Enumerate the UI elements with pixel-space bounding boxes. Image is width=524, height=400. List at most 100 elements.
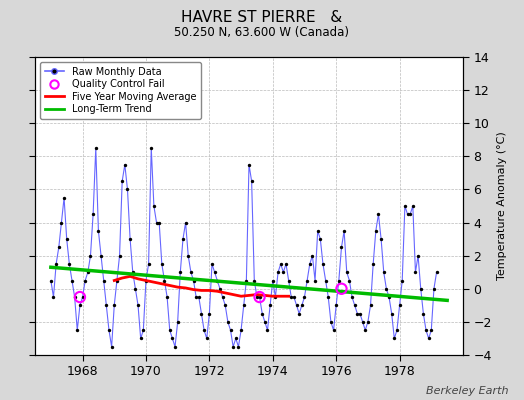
Point: [274, 269, 282, 276]
Point: [171, 344, 179, 350]
Point: [369, 261, 377, 267]
Point: [406, 211, 414, 218]
Point: [211, 269, 219, 276]
Text: 50.250 N, 63.600 W (Canada): 50.250 N, 63.600 W (Canada): [174, 26, 350, 39]
Point: [139, 327, 148, 333]
Point: [163, 294, 171, 300]
Point: [424, 335, 433, 342]
Point: [271, 294, 280, 300]
Point: [136, 335, 145, 342]
Point: [245, 162, 253, 168]
Point: [158, 261, 166, 267]
Point: [145, 261, 153, 267]
Point: [287, 294, 296, 300]
Point: [358, 319, 367, 325]
Point: [181, 219, 190, 226]
Point: [213, 277, 222, 284]
Point: [398, 277, 407, 284]
Point: [86, 252, 95, 259]
Point: [107, 344, 116, 350]
Point: [128, 269, 137, 276]
Point: [419, 310, 428, 317]
Point: [79, 294, 87, 300]
Point: [242, 277, 250, 284]
Point: [427, 327, 435, 333]
Point: [152, 219, 161, 226]
Point: [54, 244, 63, 250]
Point: [387, 310, 396, 317]
Point: [84, 269, 92, 276]
Point: [102, 302, 111, 308]
Text: HAVRE ST PIERRE   &: HAVRE ST PIERRE &: [181, 10, 343, 25]
Point: [208, 261, 216, 267]
Point: [279, 269, 288, 276]
Point: [189, 277, 198, 284]
Point: [221, 302, 230, 308]
Point: [232, 335, 240, 342]
Point: [324, 294, 332, 300]
Point: [269, 277, 277, 284]
Point: [92, 145, 100, 151]
Point: [253, 294, 261, 300]
Point: [277, 261, 285, 267]
Point: [150, 203, 158, 209]
Point: [260, 319, 269, 325]
Point: [68, 277, 76, 284]
Point: [176, 269, 184, 276]
Point: [142, 277, 150, 284]
Point: [123, 186, 132, 193]
Point: [377, 236, 385, 242]
Point: [255, 294, 264, 300]
Point: [321, 277, 330, 284]
Point: [308, 252, 316, 259]
Point: [147, 145, 156, 151]
Point: [121, 162, 129, 168]
Point: [364, 319, 372, 325]
Point: [298, 302, 306, 308]
Point: [374, 211, 383, 218]
Point: [192, 294, 200, 300]
Point: [76, 294, 84, 300]
Point: [89, 211, 97, 218]
Point: [351, 302, 359, 308]
Point: [47, 277, 55, 284]
Text: Berkeley Earth: Berkeley Earth: [426, 386, 508, 396]
Point: [337, 286, 346, 292]
Point: [353, 310, 362, 317]
Point: [118, 178, 126, 184]
Point: [179, 236, 187, 242]
Point: [205, 310, 214, 317]
Point: [65, 261, 73, 267]
Point: [335, 277, 343, 284]
Point: [345, 277, 354, 284]
Point: [224, 319, 232, 325]
Point: [168, 335, 177, 342]
Point: [94, 228, 103, 234]
Point: [303, 277, 311, 284]
Point: [52, 261, 60, 267]
Point: [105, 327, 113, 333]
Point: [57, 219, 66, 226]
Point: [131, 286, 139, 292]
Point: [414, 252, 422, 259]
Point: [115, 252, 124, 259]
Point: [263, 327, 271, 333]
Point: [184, 252, 192, 259]
Point: [247, 178, 256, 184]
Point: [396, 302, 404, 308]
Point: [49, 294, 58, 300]
Point: [356, 310, 364, 317]
Point: [73, 327, 81, 333]
Point: [332, 302, 341, 308]
Point: [62, 236, 71, 242]
Point: [343, 269, 351, 276]
Y-axis label: Temperature Anomaly (°C): Temperature Anomaly (°C): [497, 132, 507, 280]
Point: [113, 277, 121, 284]
Point: [305, 261, 314, 267]
Point: [266, 302, 275, 308]
Point: [234, 344, 243, 350]
Point: [337, 244, 346, 250]
Point: [237, 327, 245, 333]
Point: [197, 310, 205, 317]
Point: [290, 294, 298, 300]
